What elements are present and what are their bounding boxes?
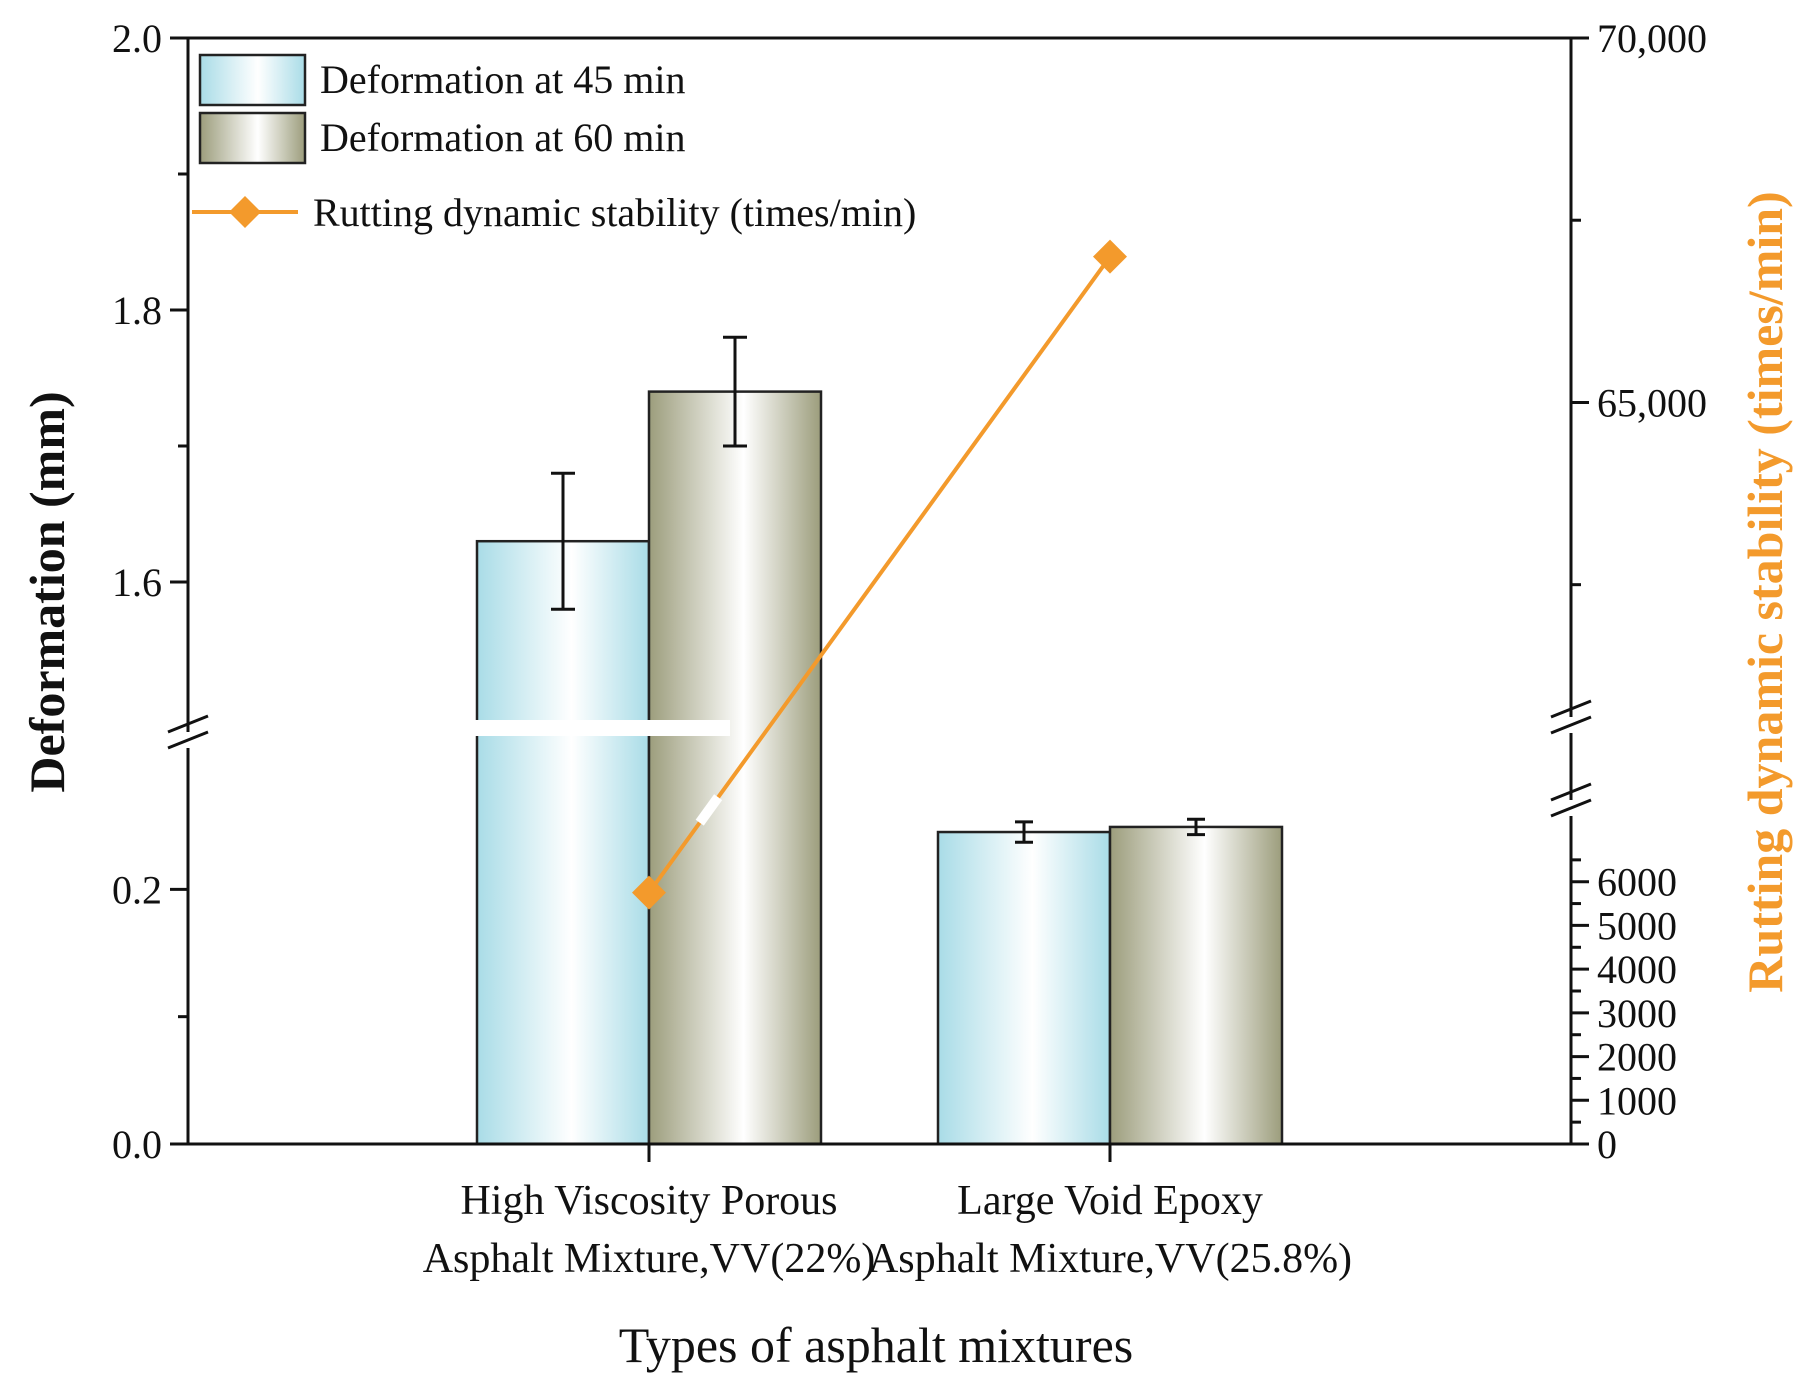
right-break-mark-4 xyxy=(1550,798,1592,818)
bar-60min-cat2 xyxy=(1108,825,1284,1146)
legend-swatch-45min xyxy=(198,53,307,107)
error-bar-60min-cat2 xyxy=(1187,817,1205,837)
bar-45min-cat1 xyxy=(475,539,651,1146)
x-axis-title: Types of asphalt mixtures xyxy=(619,1317,1133,1373)
right-tick-label-70,000: 70,000 xyxy=(1597,16,1707,61)
right-tick-label-2000: 2000 xyxy=(1597,1035,1677,1080)
right-tick-label-1000: 1000 xyxy=(1597,1078,1677,1123)
left-tick-label-0.0: 0.0 xyxy=(112,1122,162,1167)
legend-swatch-60min xyxy=(198,111,307,165)
y-axis-title-right: Rutting dynamic stability (times/min) xyxy=(1737,191,1793,992)
category-label-2-line-1: Large Void Epoxy xyxy=(957,1178,1263,1224)
category-label-1-line-2: Asphalt Mixture,VV(22%) xyxy=(423,1236,876,1282)
plot-frame xyxy=(167,36,1592,1146)
bar-60min-cat1 xyxy=(647,390,823,1146)
stability-line xyxy=(647,255,1112,894)
stability-line-break xyxy=(695,794,723,826)
axis-break-gaps xyxy=(330,720,730,736)
left-tick-label-0.2: 0.2 xyxy=(112,867,162,912)
stability-point-cat1 xyxy=(632,875,666,910)
stability-line-layer xyxy=(632,239,1127,910)
bars-layer xyxy=(475,335,1284,1146)
left-tick-label-1.8: 1.8 xyxy=(112,288,162,333)
right-break-mark-2 xyxy=(1550,715,1592,735)
category-label-2-line-2: Asphalt Mixture,VV(25.8%) xyxy=(868,1236,1352,1282)
right-tick-label-5000: 5000 xyxy=(1597,903,1677,948)
error-bar-60min-cat1 xyxy=(723,335,747,448)
category-label-1-line-1: High Viscosity Porous xyxy=(460,1178,837,1224)
legend: Deformation at 45 min Deformation at 60 … xyxy=(192,53,916,235)
error-bar-45min-cat2 xyxy=(1015,820,1033,844)
right-tick-label-65,000: 65,000 xyxy=(1597,380,1707,425)
right-tick-label-4000: 4000 xyxy=(1597,947,1677,992)
right-break-mark-1 xyxy=(1550,699,1592,719)
error-bar-45min-cat1 xyxy=(551,471,575,611)
left-tick-label-1.6: 1.6 xyxy=(112,560,162,605)
right-tick-label-6000: 6000 xyxy=(1597,860,1677,905)
bar-45min-cat2 xyxy=(936,830,1112,1146)
legend-label-60min: Deformation at 60 min xyxy=(320,115,685,160)
legend-label-stability: Rutting dynamic stability (times/min) xyxy=(313,190,916,235)
y-axis-title-left: Deformation (mm) xyxy=(19,391,75,792)
right-tick-label-3000: 3000 xyxy=(1597,991,1677,1036)
legend-marker-stability xyxy=(229,196,261,228)
tick-labels: 0.0 0.2 1.6 1.8 2.0 0100020003000400050006000… xyxy=(112,16,1707,1282)
right-tick-label-0: 0 xyxy=(1597,1122,1617,1167)
legend-label-45min: Deformation at 45 min xyxy=(320,57,685,102)
axis-ticks xyxy=(170,36,1589,1162)
axis-break-band xyxy=(330,720,730,736)
stability-point-cat2 xyxy=(1093,239,1127,274)
left-break-mark-2 xyxy=(167,730,209,750)
right-break-mark-3 xyxy=(1550,782,1592,802)
left-tick-label-2.0: 2.0 xyxy=(112,16,162,61)
left-break-mark-1 xyxy=(167,714,209,734)
